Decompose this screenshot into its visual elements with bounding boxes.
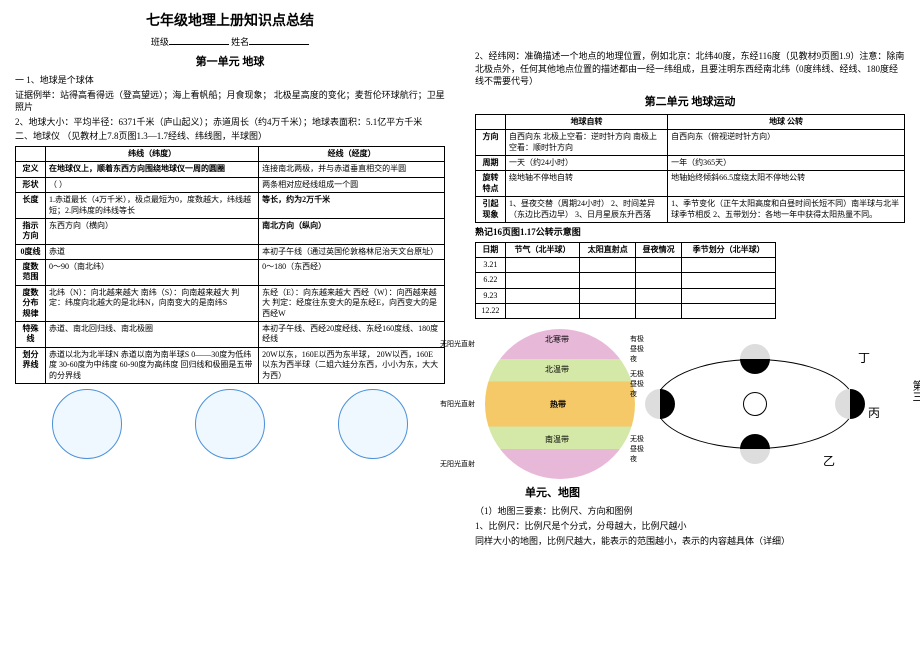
zone-circle: 北寒带 北温带 热带 南温带 — [485, 329, 635, 479]
t3-h2: 节气（北半球） — [505, 242, 580, 257]
t1-r5a: 赤道 — [46, 244, 259, 259]
solar-terms-table: 日期节气（北半球）太阳直射点昼夜情况季节划分（北半球） 3.21 6.22 9.… — [475, 242, 776, 320]
orbit-a: 丁 — [858, 349, 870, 366]
t1-r3: 长度 — [16, 193, 46, 219]
t1-r1b: 连接南北两极，并与赤道垂直相交的半圆 — [259, 162, 445, 177]
t2-r4: 引起现象 — [476, 197, 506, 223]
t1-r6: 度数范围 — [16, 260, 46, 286]
diagrams: 无阳光直射 有阳光直射 无阳光直射 北寒带 北温带 热带 南温带 有极昼极夜 无… — [475, 329, 905, 479]
orbit-b: 丙 — [868, 404, 880, 421]
t2-r3: 旋转特点 — [476, 171, 506, 197]
zl3: 热带 — [550, 399, 566, 410]
zs3: 无极昼极夜 — [630, 369, 645, 399]
zl1: 无阳光直射 — [440, 339, 475, 349]
t1-r6a: 0～90（南北纬） — [46, 260, 259, 286]
t2-h2: 地球 公转 — [668, 114, 905, 129]
t2-r2a: 一天（约24小时） — [506, 155, 668, 170]
t3-h5: 季节划分（北半球） — [682, 242, 776, 257]
orbit-c: 乙 — [823, 452, 835, 469]
t1-r2a: （ ） — [46, 177, 259, 192]
t1-r8: 特殊线 — [16, 322, 46, 348]
zl2: 北温带 — [545, 364, 569, 375]
t3-h3: 太阳直射点 — [580, 242, 636, 257]
zs1: 北寒带 — [545, 334, 569, 345]
t1-r6b: 0～180（东西经） — [259, 260, 445, 286]
t2-r4a: 1、昼夜交替（周期24小时） 2、时间差异（东边比西边早） 3、日月星辰东升西落 — [506, 197, 668, 223]
planet-bottom — [740, 434, 770, 464]
zl4: 南温带 — [545, 434, 569, 445]
intro-p1: 一 1、地球是个球体 — [15, 74, 445, 87]
t1-r3b: 等长，约为2万千米 — [259, 193, 445, 219]
t2-r3b: 地轴始终倾斜66.5度绕太阳不停地公转 — [668, 171, 905, 197]
bottom-p2: 1、比例尺：比例尺是个分式，分母越大，比例尺越小 — [475, 520, 905, 533]
t1-r1a: 在地球仪上，顺着东西方向围绕地球仪一周的圆圈 — [46, 162, 259, 177]
t1-r9: 划分界线 — [16, 347, 46, 383]
t1-r8a: 赤道、南北回归线、南北极圈 — [46, 322, 259, 348]
t1-r7b: 东经（E）：向东越来越大 西经（W）：向西越来越大 判定：经度往东变大的是东经E… — [259, 285, 445, 321]
t1-r3a: 1.赤道最长（4万千米），极点最短为0，度数越大，纬线越短；2.同纬度的纬线等长 — [46, 193, 259, 219]
t3-d4: 12.22 — [476, 304, 506, 319]
t3-d3: 9.23 — [476, 288, 506, 303]
globe-diagrams — [15, 389, 445, 459]
globe-3 — [338, 389, 408, 459]
t2-r2: 周期 — [476, 155, 506, 170]
zl6: 无阳光直射 — [440, 459, 475, 469]
t1-r8b: 本初子午线、西经20度经线、东经160度线、180度经线 — [259, 322, 445, 348]
memo: 熟记16页图1.17公转示意图 — [475, 226, 905, 239]
bottom-p3: 同样大小的地图，比例尺越大，能表示的范围越小，表示的内容越具体（详细） — [475, 535, 905, 548]
intro-p2: 证据例举：站得高看得远（登高望远）；海上看帆船；月食现象； 北极星高度的变化；麦… — [15, 89, 445, 114]
zs4: 无极昼极夜 — [630, 434, 645, 464]
right-p1: 2、经纬网：准确描述一个地点的地理位置，例如北京：北纬40度，东经116度（见教… — [475, 50, 905, 88]
rotation-table: 地球自转地球 公转 方向自西向东 北极上空看：逆时针方向 南极上空看：顺时针方向… — [475, 114, 905, 223]
planet-right — [835, 389, 865, 419]
t2-r2b: 一年（约365天） — [668, 155, 905, 170]
zone-diagram: 无阳光直射 有阳光直射 无阳光直射 北寒带 北温带 热带 南温带 有极昼极夜 无… — [475, 329, 645, 479]
t2-r1b: 自西向东（俯视逆时针方向） — [668, 130, 905, 156]
t1-r5b: 本初子午线（通过英国伦敦格林尼治天文台原址） — [259, 244, 445, 259]
unit3-pre: 第三 — [909, 380, 920, 402]
page-title: 七年级地理上册知识点总结 — [15, 10, 445, 30]
t3-d1: 3.21 — [476, 257, 506, 272]
t1-r9a: 赤道以北为北半球N 赤道以南为南半球S 0——30度为低纬度 30-60度为中纬… — [46, 347, 259, 383]
unit1-heading: 第一单元 地球 — [15, 53, 445, 69]
t2-h1: 地球自转 — [506, 114, 668, 129]
t1-r7a: 北纬（N）：向北越来越大 南纬（S）：向南越来越大 判定：纬度向北越大的是北纬N… — [46, 285, 259, 321]
t1-r9b: 20W以东，160E以西为东半球， 20W以西，160E以东为西半球（二姐六娃分… — [259, 347, 445, 383]
zl5: 有阳光直射 — [440, 399, 475, 409]
t1-r4a: 东西方向（横向） — [46, 218, 259, 244]
t1-r4b: 南北方向（纵向） — [259, 218, 445, 244]
t1-r1: 定义 — [16, 162, 46, 177]
lat-lon-table: 纬线（纬度）经线（经度） 定义在地球仪上，顺着东西方向围绕地球仪一周的圆圈连接南… — [15, 146, 445, 384]
globe-2 — [195, 389, 265, 459]
t1-r2b: 两条相对应经线组成一个圆 — [259, 177, 445, 192]
zs2: 有极昼极夜 — [630, 334, 645, 364]
t2-r1a: 自西向东 北极上空看：逆时针方向 南极上空看：顺时针方向 — [506, 130, 668, 156]
left-column: 七年级地理上册知识点总结 班级 姓名 第一单元 地球 一 1、地球是个球体 证据… — [0, 0, 460, 650]
bottom-p1: （1）地图三要素：比例尺、方向和图例 — [475, 505, 905, 518]
right-column: 2、经纬网：准确描述一个地点的地理位置，例如北京：北纬40度，东经116度（见教… — [460, 0, 920, 650]
t2-r1: 方向 — [476, 130, 506, 156]
t2-r3a: 绕地轴不停地自转 — [506, 171, 668, 197]
t3-h1: 日期 — [476, 242, 506, 257]
t2-r4b: 1、季节变化（正午太阳高度和白昼时间长短不同）南半球与北半球季节相反 2、五带划… — [668, 197, 905, 223]
unit2-heading: 第二单元 地球运动 — [475, 93, 905, 109]
t1-r5: 0度线 — [16, 244, 46, 259]
t1-h1: 纬线（纬度） — [46, 146, 259, 161]
t1-r2: 形状 — [16, 177, 46, 192]
t3-h4: 昼夜情况 — [636, 242, 682, 257]
student-info: 班级 姓名 — [15, 35, 445, 48]
t1-r4: 指示方向 — [16, 218, 46, 244]
intro-p4: 二、地球仪 （见教材上7.8页图1.3—1.7经线、纬线图，半球图） — [15, 130, 445, 143]
class-label: 班级 — [151, 37, 169, 47]
t3-d2: 6.22 — [476, 273, 506, 288]
intro-p3: 2、地球大小：平均半径：6371千米（庐山起义）；赤道周长（约4万千米）；地球表… — [15, 116, 445, 129]
t1-h2: 经线（经度） — [259, 146, 445, 161]
orbit-diagram: 丁 丙 乙 — [645, 349, 865, 459]
name-label: 姓名 — [231, 37, 249, 47]
unit3-heading: 单元、地图 — [525, 484, 905, 500]
t1-r7: 度数分布规律 — [16, 285, 46, 321]
globe-1 — [52, 389, 122, 459]
